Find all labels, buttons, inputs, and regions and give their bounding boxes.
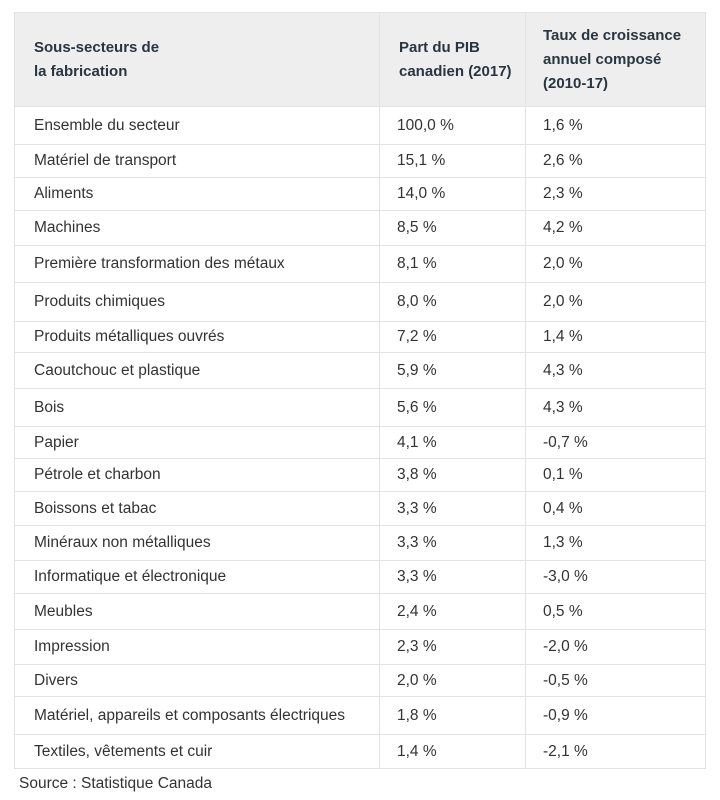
cell-gdp-share: 3,3 % bbox=[379, 491, 526, 526]
cell-sector: Produits chimiques bbox=[14, 282, 380, 322]
table-row: Machines 8,5 % 4,2 % bbox=[14, 210, 706, 246]
cell-sector: Impression bbox=[14, 629, 380, 665]
table-row: Matériel, appareils et composants électr… bbox=[14, 696, 706, 735]
cell-growth-rate: 4,2 % bbox=[525, 210, 706, 246]
cell-gdp-share: 2,0 % bbox=[379, 664, 526, 697]
header-gdp-share-line1: Part du PIB bbox=[399, 38, 480, 56]
cell-growth-rate: 0,1 % bbox=[525, 458, 706, 492]
cell-gdp-share: 8,0 % bbox=[379, 282, 526, 322]
table-row: Papier 4,1 % -0,7 % bbox=[14, 426, 706, 459]
cell-growth-rate: 1,4 % bbox=[525, 321, 706, 353]
cell-gdp-share: 14,0 % bbox=[379, 177, 526, 211]
cell-growth-rate: 4,3 % bbox=[525, 388, 706, 427]
cell-growth-rate: 1,6 % bbox=[525, 106, 706, 145]
cell-sector: Papier bbox=[14, 426, 380, 459]
header-gdp-share: Part du PIB canadien (2017) bbox=[379, 12, 526, 107]
table-row: Divers 2,0 % -0,5 % bbox=[14, 664, 706, 697]
table-row: Produits métalliques ouvrés 7,2 % 1,4 % bbox=[14, 321, 706, 353]
cell-gdp-share: 7,2 % bbox=[379, 321, 526, 353]
cell-sector: Caoutchouc et plastique bbox=[14, 352, 380, 389]
table-row: Informatique et électronique 3,3 % -3,0 % bbox=[14, 560, 706, 594]
cell-gdp-share: 5,9 % bbox=[379, 352, 526, 389]
cell-sector: Produits métalliques ouvrés bbox=[14, 321, 380, 353]
table-row: Meubles 2,4 % 0,5 % bbox=[14, 593, 706, 630]
header-growth-rate-line1: Taux de croissance bbox=[543, 26, 682, 44]
table-header: Sous-secteurs de la fabrication Part du … bbox=[14, 12, 706, 107]
cell-sector: Machines bbox=[14, 210, 380, 246]
table-row: Première transformation des métaux 8,1 % 2… bbox=[14, 245, 706, 283]
cell-growth-rate: -0,5 % bbox=[525, 664, 706, 697]
manufacturing-table-container: Sous-secteurs de la fabrication Part du … bbox=[14, 12, 706, 769]
table-row: Matériel de transport 15,1 % 2,6 % bbox=[14, 144, 706, 178]
cell-growth-rate: -0,9 % bbox=[525, 696, 706, 735]
cell-sector: Aliments bbox=[14, 177, 380, 211]
header-growth-rate: Taux de croissance annuel composé (2010-… bbox=[525, 12, 706, 107]
manufacturing-subsectors-table: Sous-secteurs de la fabrication Part du … bbox=[14, 12, 706, 769]
cell-growth-rate: 2,0 % bbox=[525, 245, 706, 283]
table-row: Produits chimiques 8,0 % 2,0 % bbox=[14, 282, 706, 322]
cell-gdp-share: 3,8 % bbox=[379, 458, 526, 492]
cell-sector: Boissons et tabac bbox=[14, 491, 380, 526]
header-growth-rate-line2: annuel composé bbox=[543, 50, 662, 68]
cell-growth-rate: -2,1 % bbox=[525, 734, 706, 769]
cell-sector: Divers bbox=[14, 664, 380, 697]
cell-gdp-share: 5,6 % bbox=[379, 388, 526, 427]
table-row: Bois 5,6 % 4,3 % bbox=[14, 388, 706, 427]
cell-sector: Matériel de transport bbox=[14, 144, 380, 178]
table-row: Aliments 14,0 % 2,3 % bbox=[14, 177, 706, 211]
cell-sector: Minéraux non métalliques bbox=[14, 525, 380, 561]
header-subsector: Sous-secteurs de la fabrication bbox=[14, 12, 380, 107]
cell-gdp-share: 3,3 % bbox=[379, 525, 526, 561]
cell-gdp-share: 4,1 % bbox=[379, 426, 526, 459]
cell-growth-rate: -2,0 % bbox=[525, 629, 706, 665]
cell-gdp-share: 15,1 % bbox=[379, 144, 526, 178]
cell-growth-rate: -3,0 % bbox=[525, 560, 706, 594]
cell-sector: Matériel, appareils et composants électr… bbox=[14, 696, 380, 735]
header-gdp-share-line2: canadien (2017) bbox=[399, 62, 512, 80]
header-subsector-line2: la fabrication bbox=[34, 62, 128, 80]
cell-sector: Meubles bbox=[14, 593, 380, 630]
table-row: Ensemble du secteur 100,0 % 1,6 % bbox=[14, 106, 706, 145]
cell-growth-rate: -0,7 % bbox=[525, 426, 706, 459]
table-row: Pétrole et charbon 3,8 % 0,1 % bbox=[14, 458, 706, 492]
table-body: Ensemble du secteur 100,0 % 1,6 % Matériel … bbox=[14, 106, 706, 769]
table-row: Boissons et tabac 3,3 % 0,4 % bbox=[14, 491, 706, 526]
cell-gdp-share: 1,8 % bbox=[379, 696, 526, 735]
cell-gdp-share: 1,4 % bbox=[379, 734, 526, 769]
table-row: Caoutchouc et plastique 5,9 % 4,3 % bbox=[14, 352, 706, 389]
cell-growth-rate: 0,4 % bbox=[525, 491, 706, 526]
table-row: Textiles, vêtements et cuir 1,4 % -2,1 % bbox=[14, 734, 706, 769]
cell-growth-rate: 2,0 % bbox=[525, 282, 706, 322]
source-note: Source : Statistique Canada bbox=[19, 775, 213, 792]
cell-sector: Pétrole et charbon bbox=[14, 458, 380, 492]
cell-gdp-share: 100,0 % bbox=[379, 106, 526, 145]
cell-growth-rate: 1,3 % bbox=[525, 525, 706, 561]
cell-sector: Bois bbox=[14, 388, 380, 427]
header-subsector-line1: Sous-secteurs de bbox=[34, 38, 160, 56]
cell-growth-rate: 2,6 % bbox=[525, 144, 706, 178]
cell-gdp-share: 3,3 % bbox=[379, 560, 526, 594]
header-growth-rate-line3: (2010-17) bbox=[543, 74, 609, 92]
cell-growth-rate: 0,5 % bbox=[525, 593, 706, 630]
cell-gdp-share: 2,3 % bbox=[379, 629, 526, 665]
cell-gdp-share: 8,5 % bbox=[379, 210, 526, 246]
cell-sector: Informatique et électronique bbox=[14, 560, 380, 594]
header-row: Sous-secteurs de la fabrication Part du … bbox=[14, 12, 706, 107]
cell-sector: Textiles, vêtements et cuir bbox=[14, 734, 380, 769]
cell-growth-rate: 2,3 % bbox=[525, 177, 706, 211]
cell-gdp-share: 8,1 % bbox=[379, 245, 526, 283]
cell-growth-rate: 4,3 % bbox=[525, 352, 706, 389]
cell-gdp-share: 2,4 % bbox=[379, 593, 526, 630]
table-row: Minéraux non métalliques 3,3 % 1,3 % bbox=[14, 525, 706, 561]
table-row: Impression 2,3 % -2,0 % bbox=[14, 629, 706, 665]
cell-sector: Ensemble du secteur bbox=[14, 106, 380, 145]
cell-sector: Première transformation des métaux bbox=[14, 245, 380, 283]
